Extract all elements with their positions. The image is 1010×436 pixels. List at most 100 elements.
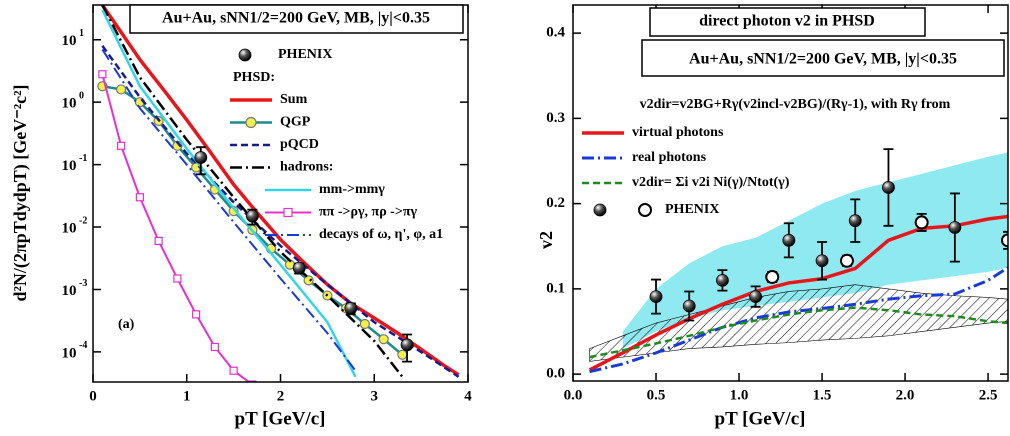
legend-label: hadrons: xyxy=(280,160,333,175)
data-point xyxy=(716,273,729,287)
data-point xyxy=(1001,233,1008,248)
error-bar xyxy=(1003,230,1008,250)
legend-title: PHSD: xyxy=(233,70,275,85)
series-line xyxy=(100,5,460,377)
data-point xyxy=(238,48,252,62)
marker xyxy=(173,274,182,283)
y-tick-exponent: -2 xyxy=(79,215,87,226)
y-tick-label: 10 xyxy=(62,220,77,236)
legend-label: Sum xyxy=(280,92,308,107)
data-point xyxy=(914,215,929,230)
data-point xyxy=(649,290,663,303)
y-tick-exponent: 0 xyxy=(79,90,84,101)
legend-label: mm->mmγ xyxy=(319,182,385,197)
data-point xyxy=(292,261,306,275)
data-point xyxy=(848,214,862,228)
marker xyxy=(135,193,144,202)
y-axis-label: d²N/(2πpTdydpT) [GeV⁻²c²] xyxy=(10,84,31,301)
marker xyxy=(192,310,201,319)
data-point xyxy=(400,338,414,352)
legend-label: PHENIX xyxy=(665,202,719,217)
legend-label: decays of ω, η', φ, a1 xyxy=(319,227,443,242)
panel: 0.0 0.5 1.0 1.5 2.0 2.5 0.0 0.1 0.2 0.3 0.4 pT [GeV… xyxy=(536,4,1009,429)
x-tick-label: 0 xyxy=(89,388,97,404)
legend-label: pQCD xyxy=(280,137,319,152)
plot-area xyxy=(97,5,460,382)
title-box xyxy=(649,7,926,37)
series-line xyxy=(101,48,357,372)
legend-label: real photons xyxy=(632,150,707,165)
x-tick-label: 0.0 xyxy=(564,387,583,403)
series-line xyxy=(101,45,460,378)
y-tick-label: 10 xyxy=(62,158,77,174)
legend-label: PHENIX xyxy=(278,47,332,62)
annotation: (a) xyxy=(118,317,135,332)
marker xyxy=(116,84,127,95)
data-point xyxy=(882,181,895,194)
marker xyxy=(378,334,389,345)
x-tick-label: 4 xyxy=(464,388,472,404)
marker xyxy=(229,366,238,375)
marker xyxy=(154,236,163,246)
series-line xyxy=(101,74,251,382)
x-tick-label: 2 xyxy=(277,388,285,404)
y-tick-label: 10 xyxy=(62,345,77,361)
y-tick-label: 10 xyxy=(62,33,77,49)
data-point xyxy=(839,253,854,268)
y-tick-label: 0.4 xyxy=(546,25,565,41)
x-tick-label: 2.0 xyxy=(896,387,915,403)
marker xyxy=(303,275,314,286)
data-point xyxy=(194,151,208,164)
plot-frame xyxy=(572,4,1009,382)
series-line xyxy=(589,266,1008,374)
legend-label: virtual photons xyxy=(632,125,724,140)
chart-title: direct photon v2 in PHSD xyxy=(699,13,875,30)
data-point xyxy=(682,299,696,313)
x-tick-label: 0.5 xyxy=(647,387,666,403)
marker xyxy=(359,318,370,330)
x-tick-label: 1 xyxy=(183,388,191,404)
legend-label: ππ ->ργ, πρ ->πγ xyxy=(319,205,417,220)
y-tick-label: 0.3 xyxy=(546,110,565,126)
title-box xyxy=(129,4,464,34)
chart-subtitle: Au+Au, sNN1/2=200 GeV, MB, |y|<0.35 xyxy=(689,51,957,68)
data-point xyxy=(815,254,829,268)
band xyxy=(622,152,1008,349)
data-point xyxy=(344,301,358,315)
subtitle-box xyxy=(641,39,1005,77)
y-tick-label: 0.1 xyxy=(546,280,565,296)
data-point xyxy=(638,203,652,217)
x-tick-label: 1.0 xyxy=(730,387,749,403)
legend-label: QGP xyxy=(280,115,311,130)
y-tick-label: 10 xyxy=(62,96,77,112)
plot-area xyxy=(588,148,1008,374)
y-tick-exponent: -3 xyxy=(79,278,87,289)
x-tick-label: 2.5 xyxy=(979,387,998,403)
data-point xyxy=(593,203,607,217)
data-point xyxy=(765,269,780,284)
y-tick-exponent: -4 xyxy=(79,340,87,351)
x-axis-label: pT [GeV/c] xyxy=(715,408,806,429)
legend-marker xyxy=(283,207,293,218)
annotation: v2dir=v2BG+Rγ(v2incl-v2BG)/(Rγ-1), with … xyxy=(640,97,951,112)
data-point xyxy=(749,290,763,303)
data-point xyxy=(948,221,962,234)
y-axis-label: v2 xyxy=(536,231,556,249)
chart-title: Au+Au, sNN1/2=200 GeV, MB, |y|<0.35 xyxy=(162,10,430,27)
x-tick-label: 1.5 xyxy=(813,387,832,403)
y-tick-exponent: -1 xyxy=(79,153,87,164)
y-tick-exponent: 1 xyxy=(79,28,84,39)
marker xyxy=(210,342,219,352)
series-line xyxy=(589,306,1008,359)
y-tick-label: 10 xyxy=(62,283,77,299)
data-point xyxy=(245,209,259,223)
x-axis-label: pT [GeV/c] xyxy=(235,408,326,429)
data-point xyxy=(782,233,796,247)
legend-marker xyxy=(245,116,257,129)
x-tick-label: 3 xyxy=(371,388,379,404)
y-tick-label: 0.0 xyxy=(546,366,565,382)
band xyxy=(589,284,1008,362)
marker xyxy=(98,70,107,79)
